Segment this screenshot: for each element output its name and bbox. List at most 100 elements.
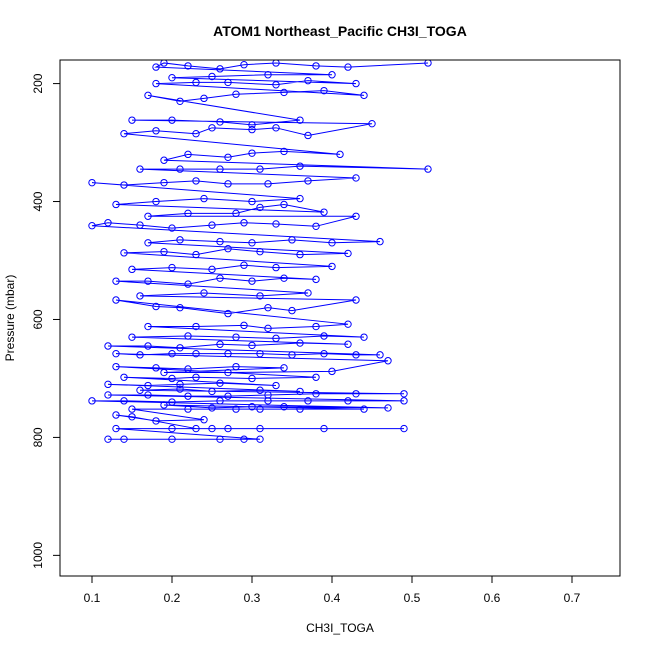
data-point — [264, 397, 272, 405]
data-point — [224, 368, 232, 377]
chart-title: ATOM1 Northeast_Pacific CH3I_TOGA — [213, 23, 467, 39]
data-point — [192, 424, 200, 433]
data-point — [136, 165, 144, 173]
data-point — [240, 261, 248, 269]
data-point — [144, 342, 152, 350]
data-point — [256, 435, 264, 443]
data-point — [360, 91, 368, 100]
data-point — [312, 390, 320, 398]
x-axis-label: CH3I_TOGA — [306, 621, 374, 635]
data-point — [288, 236, 296, 244]
data-point — [224, 349, 232, 358]
data-point — [160, 60, 168, 67]
data-point — [264, 324, 272, 333]
data-point — [344, 320, 352, 328]
data-point — [160, 368, 168, 377]
data-point — [256, 424, 264, 433]
data-point — [272, 263, 280, 272]
data-point — [224, 424, 232, 433]
data-point — [344, 340, 352, 348]
data-point — [176, 380, 184, 389]
data-point — [256, 165, 264, 173]
data-point — [144, 91, 152, 100]
data-point — [280, 364, 288, 372]
data-point — [360, 333, 368, 341]
data-point — [232, 362, 240, 371]
data-point — [320, 332, 328, 340]
data-point — [272, 81, 280, 89]
data-point — [144, 212, 152, 220]
data-point — [112, 277, 120, 285]
data-point — [216, 379, 224, 387]
data-point — [144, 277, 152, 285]
data-point — [136, 292, 144, 300]
data-point — [328, 71, 336, 79]
data-point — [192, 250, 200, 259]
data-point — [344, 397, 352, 405]
data-point — [168, 263, 176, 272]
x-tick-label: 0.7 — [564, 591, 581, 605]
data-point — [88, 222, 96, 230]
data-point — [352, 79, 360, 88]
data-point — [224, 392, 232, 400]
data-point — [168, 424, 176, 433]
data-point — [152, 63, 160, 71]
data-point — [208, 221, 216, 229]
data-point — [248, 239, 256, 247]
data-point — [272, 334, 280, 343]
data-point — [152, 302, 160, 311]
data-point — [168, 73, 176, 82]
data-point — [360, 405, 368, 413]
data-point — [248, 403, 256, 411]
data-point — [168, 116, 176, 124]
y-tick-label: 1000 — [31, 542, 45, 569]
data-point — [288, 306, 296, 315]
data-point — [232, 90, 240, 98]
data-point — [160, 156, 168, 164]
data-point — [176, 236, 184, 244]
data-point — [352, 174, 360, 182]
data-point — [192, 373, 200, 381]
data-point — [184, 62, 192, 70]
data-point — [200, 94, 208, 103]
data-point — [240, 219, 248, 227]
data-point — [152, 364, 160, 372]
data-point — [296, 387, 304, 396]
data-point — [344, 249, 352, 258]
y-axis-label: Pressure (mbar) — [3, 275, 17, 362]
data-point — [184, 280, 192, 288]
data-point — [296, 339, 304, 347]
data-point — [208, 404, 216, 412]
data-point — [184, 209, 192, 218]
data-point — [280, 274, 288, 282]
data-point — [208, 265, 216, 274]
data-point — [176, 165, 184, 173]
data-point — [248, 277, 256, 285]
data-point — [304, 177, 312, 185]
data-point — [296, 405, 304, 413]
y-tick-label: 400 — [31, 191, 45, 211]
data-point — [216, 274, 224, 282]
data-point — [280, 88, 288, 97]
series-layer — [88, 60, 432, 443]
data-point — [184, 332, 192, 340]
data-point — [328, 367, 336, 376]
x-axis: 0.1 0.2 0.3 0.4 0.5 0.6 0.7 — [84, 576, 581, 605]
data-point — [248, 341, 256, 350]
data-point — [216, 435, 224, 443]
x-tick-label: 0.1 — [84, 591, 101, 605]
data-point — [264, 71, 272, 79]
data-point — [304, 289, 312, 297]
data-point — [136, 351, 144, 359]
data-point — [272, 381, 280, 390]
data-point — [288, 351, 296, 359]
data-point — [184, 365, 192, 373]
data-point — [304, 397, 312, 405]
data-point — [104, 342, 112, 350]
data-point — [176, 344, 184, 352]
data-point — [216, 65, 224, 73]
data-point — [216, 237, 224, 246]
data-point — [104, 219, 112, 227]
x-tick-label: 0.6 — [484, 591, 501, 605]
data-point — [280, 200, 288, 209]
